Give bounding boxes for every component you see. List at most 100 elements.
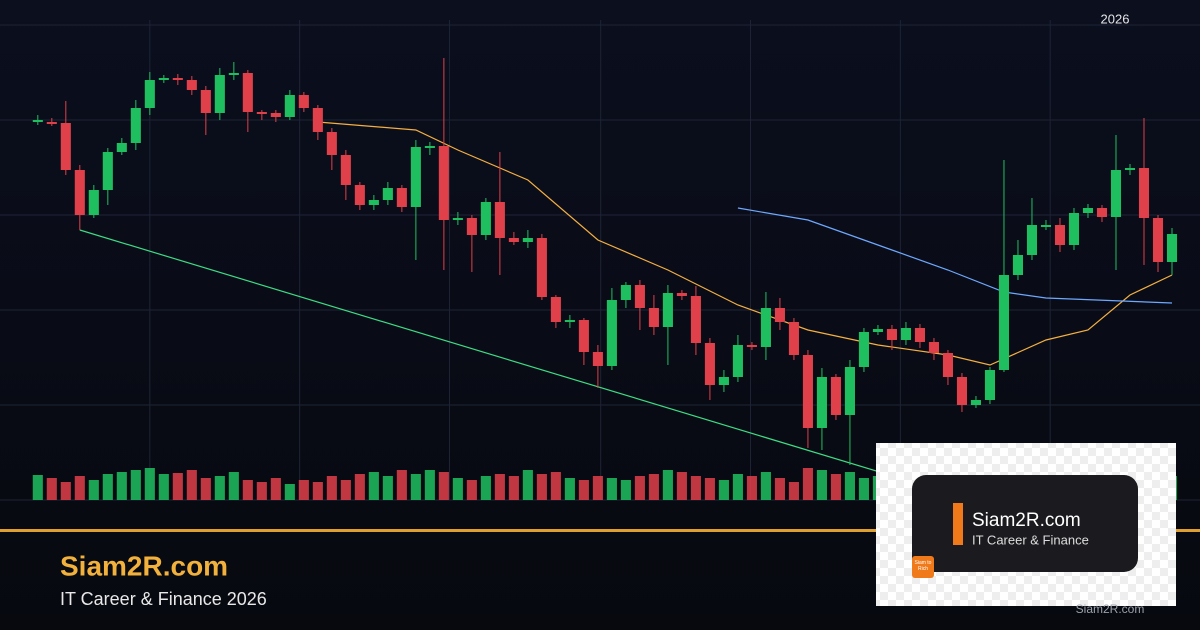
candle-body [830, 377, 841, 415]
logo-bar [953, 503, 963, 545]
volume-bar [354, 474, 365, 500]
candle-body [704, 343, 715, 385]
candle-body [690, 296, 701, 343]
volume-bar [228, 472, 239, 500]
volume-bar [410, 474, 421, 500]
year-label: 2026 [1101, 11, 1130, 26]
logo-card [912, 475, 1138, 572]
candle-body [578, 320, 589, 352]
candle-body [592, 352, 603, 366]
volume-bar [60, 482, 71, 500]
volume-bar [116, 472, 127, 500]
candle-body [844, 367, 855, 415]
volume-bar [340, 480, 351, 500]
candle-body [312, 108, 323, 132]
volume-bar [732, 474, 743, 500]
candle-body [382, 188, 393, 200]
candle-body [886, 329, 897, 340]
volume-bar [158, 474, 169, 500]
candle-body [1096, 208, 1108, 217]
candle-body [340, 155, 351, 185]
volume-bar [326, 476, 337, 500]
volume-bar [144, 468, 155, 500]
candle-body [760, 308, 771, 347]
candle-body [858, 332, 869, 367]
candle-body [1110, 170, 1122, 217]
volume-bar [676, 472, 687, 500]
divider [0, 529, 1200, 532]
volume-bar [452, 478, 463, 500]
candle-body [284, 95, 295, 117]
volume-bar [774, 478, 785, 500]
volume-bar [284, 484, 295, 500]
candle-body [536, 238, 547, 297]
logo-title: Siam2R.com [972, 510, 1081, 531]
volume-bar [424, 470, 435, 500]
candle-body [508, 238, 519, 242]
logo-badge-wrap: Siam to Rich [914, 560, 932, 572]
volume-bar [578, 480, 589, 500]
candle-body [200, 90, 211, 113]
candle-body [116, 143, 127, 152]
candle-body [774, 308, 785, 322]
candle-body [648, 308, 659, 327]
candle-body [550, 297, 561, 322]
candle-body [914, 328, 925, 342]
volume-bar [760, 472, 771, 500]
candle-body [410, 147, 421, 207]
volume-bar [88, 480, 99, 500]
candle-body [32, 120, 43, 122]
volume-bar [536, 474, 547, 500]
candle-body [998, 275, 1010, 370]
logo: Siam2R.com IT Career & Finance Siam to R… [876, 443, 1176, 606]
volume-bar [634, 476, 645, 500]
volume-bar [788, 482, 799, 500]
candle-body [788, 322, 799, 355]
candle-body [480, 202, 491, 235]
candle-body [802, 355, 813, 428]
candle-body [158, 78, 169, 80]
candle-body [522, 238, 533, 242]
candle-body [662, 293, 673, 327]
volume-bar [620, 480, 631, 500]
volume-bar [648, 474, 659, 500]
candle-body [172, 78, 183, 80]
candle-body [396, 188, 407, 207]
candle-body [74, 170, 85, 215]
candle-body [1082, 208, 1094, 213]
candle-body [438, 146, 449, 220]
candle-body [214, 75, 225, 113]
volume-bar [494, 474, 505, 500]
candle-body [634, 285, 645, 308]
candle-body [424, 146, 435, 148]
candle-body [984, 370, 996, 400]
volume-bar [508, 476, 519, 500]
candle-body [1166, 234, 1178, 262]
watermark: Siam2R.com [1076, 602, 1145, 616]
volume-bar [32, 475, 43, 500]
candle-body [228, 73, 239, 75]
volume-bar [102, 474, 113, 500]
candle-body [970, 400, 982, 405]
candle-body [872, 329, 883, 332]
volume-bar [242, 480, 253, 500]
volume-bar [550, 472, 561, 500]
brand-subtitle: IT Career & Finance 2026 [60, 589, 267, 609]
volume-bar [816, 470, 827, 500]
volume-bar [186, 470, 197, 500]
volume-bar [592, 476, 603, 500]
line-series [317, 121, 1173, 366]
candle-body [564, 320, 575, 322]
volume-bar [718, 480, 729, 500]
volume-bar [382, 476, 393, 500]
candle-body [1152, 218, 1164, 262]
logo-badge-text: Siam to Rich [914, 560, 932, 572]
volume-bar [480, 476, 491, 500]
volume-bar [214, 476, 225, 500]
candle-body [606, 300, 617, 366]
candle-body [928, 342, 939, 353]
volume-bar [200, 478, 211, 500]
volume-bar [74, 476, 85, 500]
candle-body [732, 345, 743, 377]
